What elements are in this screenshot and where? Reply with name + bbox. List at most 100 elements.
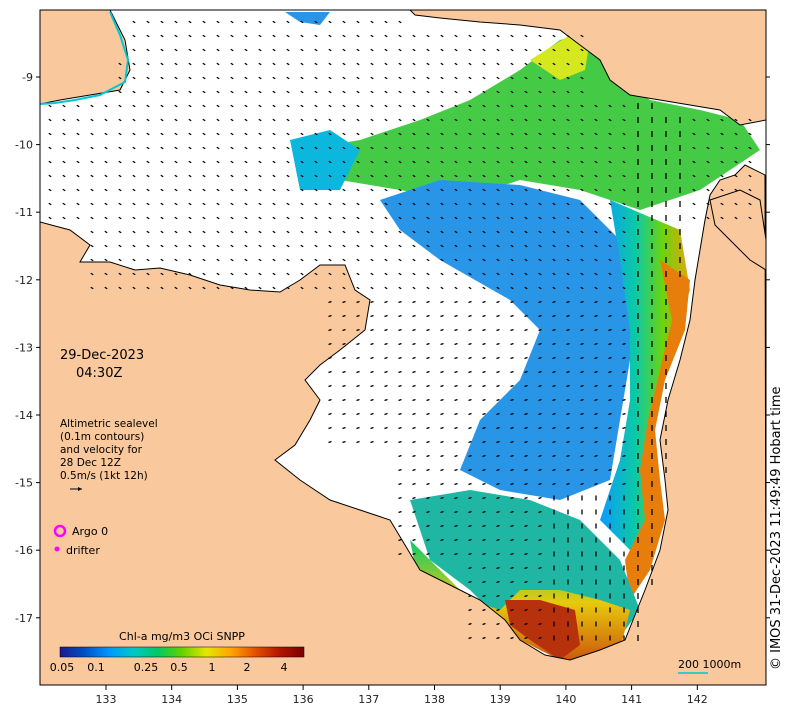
- velocity-arrow: [538, 608, 542, 612]
- velocity-arrow: [566, 482, 570, 486]
- velocity-arrow: [440, 258, 444, 262]
- velocity-arrow: [538, 636, 542, 640]
- velocity-arrow: [286, 76, 290, 80]
- velocity-arrow: [440, 272, 444, 276]
- velocity-arrow: [426, 216, 430, 220]
- velocity-arrow: [580, 356, 584, 360]
- velocity-arrow: [132, 146, 136, 150]
- velocity-arrow: [314, 132, 318, 136]
- velocity-arrow: [230, 76, 234, 80]
- velocity-arrow: [692, 188, 696, 192]
- velocity-arrow: [468, 440, 472, 444]
- velocity-arrow: [174, 286, 178, 290]
- velocity-arrow: [524, 160, 528, 164]
- velocity-arrow: [188, 160, 192, 164]
- landmass-west-island: [40, 10, 131, 105]
- velocity-arrow: [496, 188, 500, 192]
- velocity-arrow: [594, 384, 598, 388]
- longitude-tick-label: 142: [687, 693, 708, 706]
- velocity-arrow: [482, 538, 486, 542]
- velocity-arrow: [146, 244, 150, 248]
- velocity-arrow: [328, 384, 332, 388]
- velocity-arrow: [412, 34, 416, 38]
- velocity-arrow: [496, 216, 500, 220]
- velocity-arrow: [706, 188, 710, 192]
- velocity-arrow: [734, 160, 738, 164]
- velocity-arrow: [720, 188, 724, 192]
- velocity-arrow: [398, 230, 402, 234]
- velocity-arrow: [216, 174, 220, 178]
- velocity-arrow: [48, 202, 52, 206]
- velocity-arrow: [118, 104, 122, 108]
- velocity-arrow: [552, 34, 556, 38]
- velocity-arrow: [230, 258, 234, 262]
- velocity-arrow: [314, 216, 318, 220]
- maritime-boundary-line: [40, 11, 130, 105]
- velocity-arrow: [244, 146, 248, 150]
- velocity-arrow: [524, 34, 528, 38]
- velocity-arrow: [160, 188, 164, 192]
- velocity-arrow: [538, 566, 542, 570]
- velocity-arrow: [454, 90, 458, 94]
- velocity-arrow: [202, 160, 206, 164]
- velocity-arrow: [566, 300, 570, 304]
- velocity-arrow: [216, 132, 220, 136]
- velocity-arrow: [454, 398, 458, 402]
- velocity-arrow: [300, 160, 304, 164]
- velocity-arrow: [580, 440, 584, 444]
- velocity-arrow: [524, 636, 528, 640]
- velocity-arrow: [244, 76, 248, 80]
- velocity-arrow: [468, 286, 472, 290]
- velocity-arrow: [90, 146, 94, 150]
- velocity-arrow: [286, 244, 290, 248]
- velocity-arrow: [342, 34, 346, 38]
- velocity-arrow: [76, 160, 80, 164]
- velocity-arrow: [398, 104, 402, 108]
- velocity-arrow: [440, 132, 444, 136]
- velocity-arrow: [118, 258, 122, 262]
- velocity-arrow: [510, 160, 514, 164]
- velocity-arrow: [426, 76, 430, 80]
- velocity-arrow: [580, 328, 584, 332]
- velocity-arrow: [440, 160, 444, 164]
- velocity-arrow: [356, 426, 360, 430]
- velocity-arrow: [328, 90, 332, 94]
- velocity-arrow: [174, 104, 178, 108]
- velocity-arrow: [440, 524, 444, 528]
- velocity-arrow: [174, 188, 178, 192]
- velocity-arrow: [524, 454, 528, 458]
- velocity-arrow: [622, 230, 626, 234]
- velocity-arrow: [524, 482, 528, 486]
- velocity-arrow: [496, 370, 500, 374]
- velocity-arrow: [580, 62, 584, 66]
- velocity-arrow: [552, 146, 556, 150]
- velocity-arrow: [454, 496, 458, 500]
- velocity-arrow: [188, 188, 192, 192]
- velocity-arrow: [202, 48, 206, 52]
- velocity-arrow: [300, 188, 304, 192]
- velocity-arrow: [608, 328, 612, 332]
- velocity-arrow: [608, 258, 612, 262]
- velocity-arrow: [370, 160, 374, 164]
- chl-central-blue: [380, 180, 640, 500]
- velocity-arrow: [440, 146, 444, 150]
- velocity-arrow: [552, 244, 556, 248]
- velocity-arrow: [62, 188, 66, 192]
- velocity-arrow: [496, 468, 500, 472]
- velocity-arrow: [594, 356, 598, 360]
- velocity-arrow: [398, 328, 402, 332]
- velocity-arrow: [608, 146, 612, 150]
- velocity-arrow: [496, 566, 500, 570]
- velocity-arrow: [342, 356, 346, 360]
- latitude-axis: -9 -10 -11 -12 -13 -14 -15 -16 -17: [15, 71, 770, 625]
- velocity-arrow: [146, 132, 150, 136]
- velocity-arrow: [524, 216, 528, 220]
- velocity-arrow: [482, 90, 486, 94]
- velocity-arrow: [454, 146, 458, 150]
- velocity-arrow: [594, 370, 598, 374]
- altimetry-legend-line: 28 Dec 12Z: [60, 457, 121, 469]
- velocity-arrow: [482, 300, 486, 304]
- velocity-arrow: [496, 244, 500, 248]
- velocity-arrow: [426, 328, 430, 332]
- velocity-arrow: [160, 146, 164, 150]
